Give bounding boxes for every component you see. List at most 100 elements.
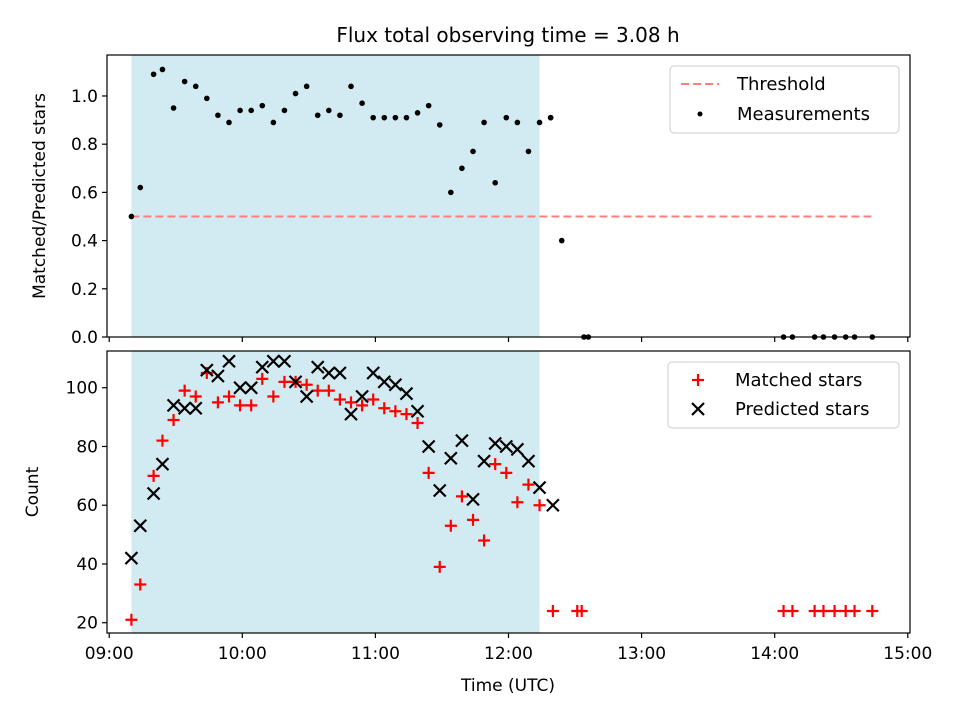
matched-stars-point — [389, 405, 402, 418]
measurements-point — [392, 114, 399, 121]
matched-stars-point — [546, 604, 559, 617]
matched-stars-point — [256, 372, 269, 385]
matched-stars-point — [167, 414, 180, 427]
predicted-stars-point — [277, 354, 292, 369]
measurements-point — [558, 237, 565, 244]
measurements-legend-label: Measurements — [737, 104, 870, 125]
measurements-point — [226, 119, 232, 126]
matched-stars-point — [300, 378, 313, 391]
predicted-stars-point — [399, 386, 414, 401]
matched-stars-point — [444, 519, 457, 532]
predicted-stars-point — [355, 389, 369, 404]
predicted-stars-point — [166, 398, 181, 413]
measurements-point — [259, 102, 266, 109]
predicted-stars-point — [200, 363, 214, 377]
matched-stars-point — [134, 578, 147, 591]
measurements-point — [370, 114, 376, 121]
predicted-stars-point — [177, 401, 192, 416]
matched-stars-point — [245, 399, 258, 412]
count-legend: Matched stars Predicted stars — [667, 361, 900, 429]
measurements-point — [403, 114, 410, 121]
ratio-y-tick-label: 0.2 — [71, 280, 98, 300]
matched-stars-point — [178, 384, 191, 397]
matched-stars-point — [345, 396, 358, 409]
matched-stars-point — [848, 604, 861, 617]
predicted-stars-point — [266, 354, 281, 369]
matched-stars-point — [411, 416, 424, 429]
ratio-y-tick-label: 0.4 — [71, 232, 98, 252]
measurements-point — [314, 112, 321, 119]
measurements-point — [248, 107, 254, 114]
predicted-stars-point — [133, 519, 148, 533]
predicted-stars-point — [499, 439, 514, 454]
measurements-point — [470, 148, 476, 155]
measurements-point — [150, 71, 157, 78]
measurements-point — [326, 107, 332, 114]
count-legend-box — [667, 361, 900, 429]
matched-stars-point — [817, 604, 830, 617]
predicted-stars-point — [421, 439, 436, 454]
predicted-stars-point — [288, 375, 303, 389]
count-y-axis-label: Count — [23, 466, 43, 517]
chart-title: Flux total observing time = 3.08 h — [336, 23, 679, 47]
count-x-tick-label: 15:00 — [883, 644, 932, 664]
matched-stars-point — [211, 396, 224, 409]
count-y-tick-label: 40 — [76, 555, 98, 575]
predicted-stars-point — [466, 492, 480, 507]
ratio-y-axis-label: Matched/Predicted stars — [30, 93, 50, 299]
measurements-point — [381, 114, 388, 121]
matched-stars-point — [575, 604, 588, 617]
ratio-observing-window — [131, 55, 540, 337]
matched-stars-point — [234, 399, 247, 412]
ratio-y-tick-label: 0.6 — [71, 183, 98, 203]
matched-stars-point — [333, 393, 346, 406]
predicted-stars-point — [244, 380, 258, 395]
predicted-stars-point — [410, 404, 425, 418]
matched-stars-point — [367, 393, 380, 406]
measurements-point — [159, 66, 166, 73]
measurements-legend-swatch — [697, 111, 703, 117]
measurements-point — [425, 102, 432, 109]
ratio-y-tick-label: 1.0 — [71, 87, 98, 107]
measurements-point — [492, 179, 498, 186]
predicted-stars-point — [444, 451, 458, 465]
matched-stars-point — [489, 458, 502, 471]
measurements-point — [414, 110, 421, 116]
predicted-stars-point — [211, 369, 225, 383]
count-panel: 20 40 60 80 100 09:00 10:00 11:00 12:00 13:00 14:… — [23, 350, 932, 696]
predicted-stars-point — [333, 366, 347, 380]
matched-stars-point — [511, 496, 524, 509]
matched-stars-point — [125, 613, 138, 626]
predicted-stars-point — [344, 407, 358, 421]
matched-stars-point — [786, 604, 799, 617]
count-y-tick-label: 100 — [66, 379, 98, 399]
predicted-stars-point — [546, 498, 560, 512]
predicted-stars-point — [510, 442, 525, 457]
measurements-point — [192, 83, 199, 90]
predicted-stars-point — [222, 354, 236, 369]
ratio-y-tick-label: 0.0 — [71, 328, 98, 348]
measurements-point — [204, 95, 210, 102]
predicted-stars-point — [455, 433, 469, 448]
predicted-stars-point — [146, 486, 161, 501]
matched-stars-point — [522, 478, 535, 491]
predicted-stars-point — [299, 389, 314, 404]
measurements-point — [525, 148, 532, 155]
matched-stars-point — [828, 604, 841, 617]
measurements-point — [128, 213, 135, 220]
matched-stars-point — [278, 375, 291, 388]
count-y-tick-label: 20 — [76, 614, 98, 634]
measurements-point — [503, 114, 510, 121]
measurements-point — [303, 83, 310, 90]
count-x-tick-label: 12:00 — [484, 644, 533, 664]
matched-stars-point — [500, 466, 513, 479]
count-x-tick-label: 10:00 — [218, 644, 267, 664]
matched-stars-point — [433, 560, 446, 573]
ratio-legend-box — [669, 65, 900, 134]
matched-legend-swatch — [692, 374, 704, 386]
predicted-legend-swatch — [691, 402, 705, 416]
threshold-legend-label: Threshold — [736, 74, 826, 95]
matched-stars-point — [400, 408, 413, 421]
matched-stars-point — [356, 399, 369, 412]
